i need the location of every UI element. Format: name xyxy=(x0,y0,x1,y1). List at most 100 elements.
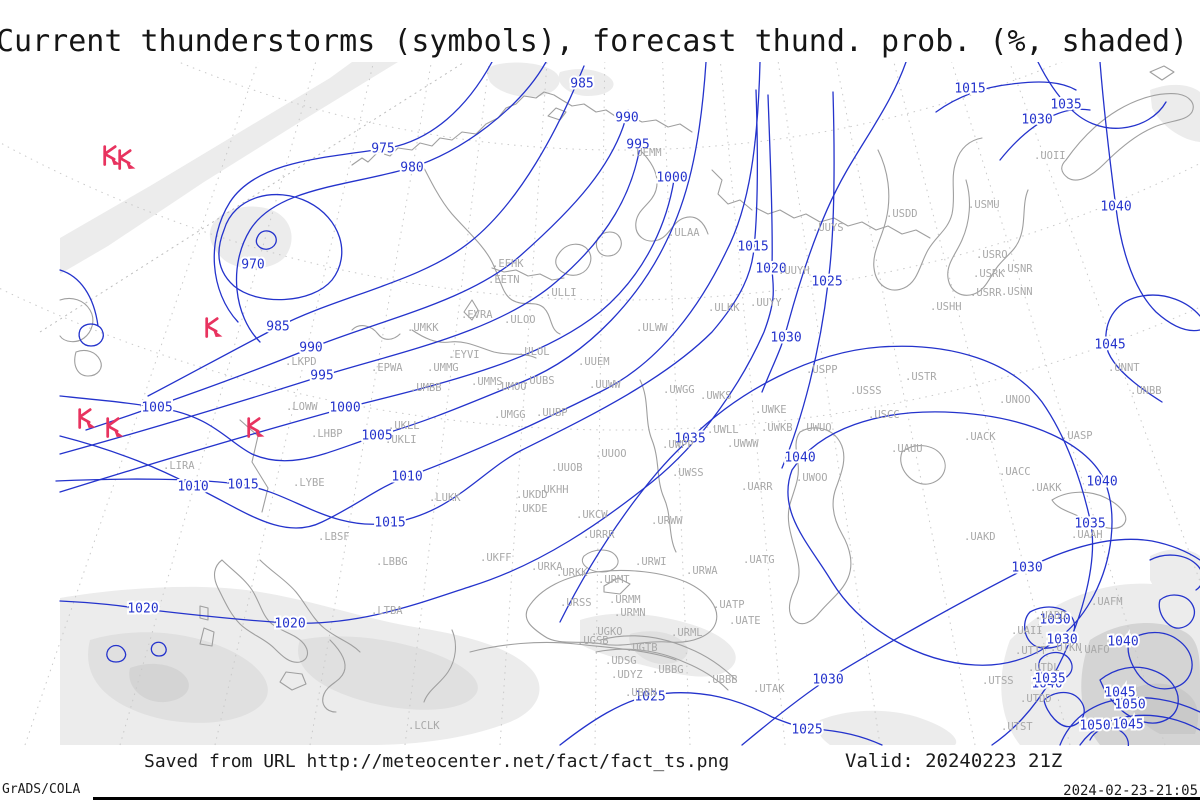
isobar-layer xyxy=(55,62,1200,746)
coastline xyxy=(873,137,983,291)
station-label: .LYBE xyxy=(293,477,325,489)
station-label: .UNOO xyxy=(999,394,1031,406)
station-label: .URSS xyxy=(560,597,592,609)
isobar-line xyxy=(1089,727,1129,746)
coastline xyxy=(595,648,729,691)
graticule-meridian xyxy=(835,62,976,746)
coastline xyxy=(351,325,401,340)
isobar-line xyxy=(55,89,758,525)
station-label: .UWUO xyxy=(800,422,832,434)
station-label: .UMMG xyxy=(427,362,459,374)
station-label: .LUKK xyxy=(429,492,461,504)
graticule-meridian xyxy=(951,62,1166,746)
station-label: .ULAA xyxy=(668,227,700,239)
coastline xyxy=(555,243,592,276)
station-label: .URML xyxy=(671,627,703,639)
station-label: .UGSB xyxy=(577,635,609,647)
coastline xyxy=(599,635,737,681)
isobar-line xyxy=(85,109,629,431)
station-label: .UAKD xyxy=(964,531,996,543)
coastline xyxy=(199,605,209,621)
isobar-line xyxy=(1127,631,1193,690)
station-label: .UMMS xyxy=(471,376,503,388)
station-label: .USNR xyxy=(1001,263,1033,275)
graticule-meridian xyxy=(777,62,881,746)
station-label: .UWWW xyxy=(727,438,759,450)
isobar-label: 1040 xyxy=(1107,635,1138,650)
station-label: .LHBP xyxy=(311,428,343,440)
shading-region xyxy=(487,62,560,98)
isobar-label: 1040 xyxy=(1031,677,1062,692)
isobar-line xyxy=(59,179,675,493)
graticule-meridian xyxy=(404,62,490,746)
station-label: .UMGG xyxy=(494,409,526,421)
isobar-label: 1025 xyxy=(811,275,842,290)
isobar-label: 1045 xyxy=(1094,338,1125,353)
station-label: .UTSS xyxy=(982,675,1014,687)
isobar-label: 1015 xyxy=(737,240,768,255)
station-label: .UGTB xyxy=(626,642,658,654)
isobar-line xyxy=(59,146,641,455)
isobar-label: 1025 xyxy=(791,723,822,738)
graticule-layer xyxy=(0,62,1200,746)
station-label: .UACC xyxy=(999,466,1031,478)
isobar-label: 1045 xyxy=(1112,718,1143,733)
station-label: .UKFF xyxy=(480,552,512,564)
station-label: .UBBN xyxy=(625,687,657,699)
coastline xyxy=(491,267,565,281)
station-label: .ULWW xyxy=(636,322,668,334)
station-label: .USDD xyxy=(886,208,918,220)
station-label: .UAKK xyxy=(1030,482,1062,494)
coastline xyxy=(1051,491,1127,529)
station-label: .ULOO xyxy=(504,314,536,326)
isobar-line xyxy=(935,81,1077,113)
station-label: .USPP xyxy=(806,364,838,376)
coastline xyxy=(1149,65,1175,81)
station-label: .URKA xyxy=(531,561,563,573)
isobar-label: 1030 xyxy=(1021,113,1052,128)
isobar-label: 995 xyxy=(626,138,649,153)
thunderstorm-icon xyxy=(78,408,96,429)
isobar-label: 1030 xyxy=(1039,613,1070,628)
station-label: .USSS xyxy=(850,385,882,397)
station-label: .UGKO xyxy=(591,626,623,638)
bottom-edge-bar xyxy=(93,797,1200,800)
isobar-line xyxy=(559,345,1094,746)
shading-region xyxy=(818,710,957,745)
isobar-label: 1020 xyxy=(127,602,158,617)
coastline xyxy=(603,577,631,595)
station-label: .UASP xyxy=(1061,430,1093,442)
station-label: .UWPP xyxy=(662,439,694,451)
coastline xyxy=(639,379,677,553)
station-label: .URKK xyxy=(556,567,588,579)
isobar-line xyxy=(59,94,775,624)
station-label: .UTKN xyxy=(1050,642,1082,654)
shading-layer xyxy=(60,62,1200,745)
station-label: .UTST xyxy=(1001,721,1033,733)
station-label: .UUBP xyxy=(536,407,568,419)
isobar-line xyxy=(147,65,585,397)
isobar-line xyxy=(999,108,1091,161)
shading-region xyxy=(1150,549,1200,622)
station-label: .USRK xyxy=(973,268,1005,280)
station-label: .UWKB xyxy=(761,422,793,434)
station-label: .UATE xyxy=(729,615,761,627)
station-label: .URRR xyxy=(583,529,615,541)
station-label: .UUOB xyxy=(551,462,583,474)
thunderstorm-icon xyxy=(103,145,121,166)
station-label: .LBBG xyxy=(376,556,408,568)
station-label: .LBSF xyxy=(318,531,350,543)
isobar-label: 1010 xyxy=(391,470,422,485)
isobar-label: 1015 xyxy=(954,82,985,97)
isobar-label: 1015 xyxy=(227,478,258,493)
station-label: .UUYS xyxy=(812,222,844,234)
station-label: .EPWA xyxy=(371,362,403,374)
station-layer: .UEMM .ULAA .UUYS .UUYH .UUYY .ULKK .ULWW .EFHK… xyxy=(163,147,1162,733)
coastline xyxy=(411,329,537,359)
isobar-label: 1050 xyxy=(1079,719,1110,734)
station-label: .USNN xyxy=(1001,286,1033,298)
station-label: .UMBB xyxy=(410,382,442,394)
station-label: .UOII xyxy=(1034,150,1066,162)
shading-region xyxy=(209,206,292,269)
